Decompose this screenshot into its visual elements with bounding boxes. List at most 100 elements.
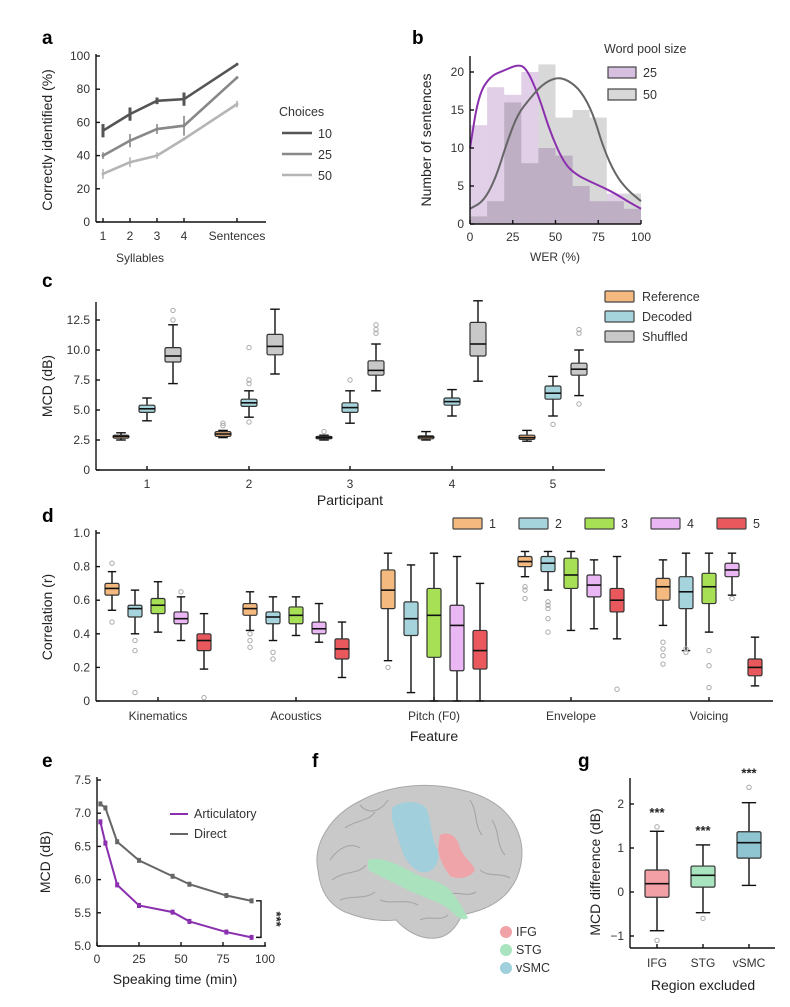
legend-swatch-3: [584, 517, 615, 530]
histogram-bar-25: [487, 87, 505, 224]
y-tick-label: 60: [77, 115, 91, 129]
box-p5-envelope-outlier: [614, 686, 620, 692]
y-tick-label: 12.5: [67, 313, 91, 327]
histogram-bar-25: [470, 125, 488, 224]
y-tick-label: 20: [77, 182, 91, 196]
box-p1-envelope-outlier: [522, 587, 528, 593]
brain-sulci: [329, 799, 511, 921]
box-stg-box: [690, 865, 716, 888]
box-p4-voicing-outlier: [729, 595, 735, 602]
y-tick-label: 0.8: [73, 560, 90, 574]
box-shuffled-p1-box: [164, 347, 182, 363]
y-tick-label: 40: [77, 149, 91, 163]
y-axis-label: Correlation (r): [39, 574, 55, 660]
box-p2-kinematics-box: [127, 604, 143, 618]
box-shuffled-p3-outlier: [373, 330, 379, 336]
box-reference-p2-outlier: [220, 420, 226, 426]
x-tick-label: 2: [127, 229, 134, 243]
data-point-direct: [98, 801, 103, 807]
x-tick-label: STG: [691, 956, 716, 970]
data-point-10: [101, 129, 105, 133]
box-p5-kinematics-outlier: [201, 694, 207, 701]
box-p2-envelope-box: [540, 555, 556, 573]
box-shuffled-p4-box: [469, 321, 487, 357]
x-tick-label: 25: [506, 230, 520, 244]
data-point-direct: [115, 839, 120, 845]
box-p3-voicing-outlier: [706, 647, 712, 654]
box-p3-voicing-outlier: [706, 663, 712, 669]
box-p4-kinematics-box: [173, 611, 189, 625]
panel-label-f: f: [312, 751, 319, 772]
legend-swatch-2: [518, 517, 549, 530]
data-point-50: [101, 172, 105, 176]
box-decoded-p2-outlier: [246, 377, 252, 383]
box-p1-voicing-box: [655, 577, 671, 601]
legend-swatch-reference: [604, 290, 635, 303]
box-decoded-p3-outlier: [347, 377, 353, 383]
histogram-bar-25: [623, 208, 641, 224]
x-tick-label: 1: [144, 477, 151, 491]
significance-marker-ifg: ***: [649, 805, 665, 820]
data-point-direct: [137, 857, 141, 863]
legend-label-stg: STG: [516, 943, 542, 957]
x-tick-label: Voicing: [690, 709, 729, 723]
legend-label-4: 4: [687, 517, 694, 531]
panel-g-boxplot: *** *** *** −1 0 1 2 IFG STG vSMC Region excluded M…: [587, 765, 775, 993]
data-point-10: [182, 97, 186, 101]
box-p1-kinematics-outlier: [109, 619, 115, 625]
x-tick-label: 0: [94, 952, 101, 966]
significance-marker-stg: ***: [695, 823, 711, 838]
box-p4-acoustics-box: [311, 621, 327, 635]
box-p1-acoustics-outlier: [247, 631, 253, 637]
box-decoded-p5-outlier: [550, 421, 556, 428]
legend-swatch-stg: [500, 944, 512, 956]
stg-region: [368, 858, 468, 920]
y-tick-label: 0: [83, 694, 90, 708]
legend-title: Choices: [279, 105, 324, 119]
y-tick-label: 0: [617, 885, 624, 899]
legend-label-5: 5: [753, 517, 760, 531]
y-axis-label: MCD difference (dB): [587, 808, 603, 935]
data-point-articulatory: [98, 819, 103, 825]
box-reference-p2-outlier: [220, 422, 226, 429]
box-p2-acoustics-outlier: [270, 649, 276, 655]
panel-label-g: g: [578, 751, 590, 772]
box-shuffled-p5-outlier: [576, 326, 582, 333]
y-axis-label: Correctly identified (%): [39, 69, 55, 211]
legend-label-shuffled: Shuffled: [642, 330, 688, 344]
legend-label-articulatory: Articulatory: [194, 807, 257, 821]
box-vsmc-box: [736, 831, 762, 859]
x-axis-label: Speaking time (min): [113, 971, 238, 987]
panel-label-b: b: [412, 28, 424, 49]
box-ifg-outlier: [654, 824, 660, 830]
x-tick-label: 100: [631, 230, 651, 244]
box-p2-envelope-outlier: [545, 629, 551, 635]
box-shuffled-p3-outlier: [373, 322, 379, 328]
histogram-bar-25: [572, 186, 590, 224]
box-p2-acoustics-outlier: [270, 656, 276, 662]
legend-label-50: 50: [643, 88, 657, 102]
legend-swatch-vsmc: [500, 962, 512, 974]
y-tick-label: 5.5: [74, 906, 91, 920]
y-tick-label: 5.0: [74, 939, 91, 953]
x-tick-label: 4: [449, 477, 456, 491]
data-point-articulatory: [249, 934, 254, 940]
y-tick-label: 10: [451, 141, 465, 155]
box-shuffled-p5-outlier: [576, 401, 582, 407]
y-tick-label: 5: [457, 179, 464, 193]
panel-label-c: c: [42, 271, 53, 292]
box-p1-acoustics-box: [242, 602, 258, 616]
legend-label-50: 50: [318, 169, 332, 183]
x-axis-label: Participant: [317, 492, 383, 508]
panel-f-legend: IFG STG vSMC: [500, 925, 550, 975]
histogram-bar-25: [538, 148, 556, 224]
legend-swatch-4: [650, 517, 681, 530]
x-tick-label: Pitch (F0): [408, 709, 460, 723]
legend-swatch-1: [452, 517, 483, 530]
data-point-50: [128, 160, 132, 164]
box-p2-envelope-outlier: [545, 602, 551, 608]
box-p3-kinematics-box: [150, 597, 166, 615]
data-point-direct: [170, 873, 175, 879]
x-tick-label: IFG: [647, 956, 667, 970]
y-axis-label: MCD (dB): [37, 831, 53, 893]
